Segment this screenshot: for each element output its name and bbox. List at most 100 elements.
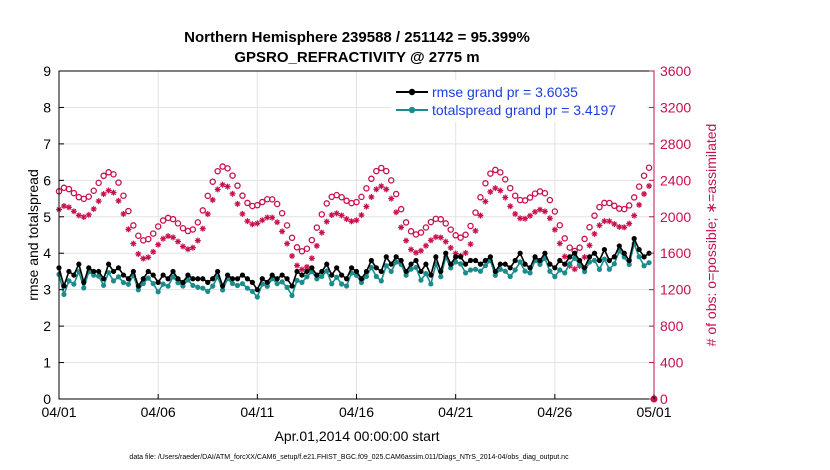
obs-possible-marker	[70, 189, 78, 197]
obs-assimilated-marker	[170, 234, 177, 241]
obs-assimilated-marker	[160, 235, 167, 242]
obs-assimilated-marker	[348, 218, 355, 225]
obs-assimilated-marker	[522, 215, 529, 222]
obs-assimilated-marker	[536, 206, 543, 213]
obs-possible-marker	[457, 234, 464, 241]
totalspread-point	[254, 294, 260, 300]
obs-possible-marker	[149, 230, 157, 237]
obs-assimilated-marker	[249, 221, 256, 228]
totalspread-point	[299, 279, 305, 285]
rmse-point	[215, 268, 221, 275]
rmse-point	[507, 265, 513, 271]
rmse-point	[492, 268, 498, 275]
obs-possible-marker	[204, 192, 211, 200]
rmse-point	[537, 257, 543, 264]
left-tick-label: 5	[43, 209, 51, 225]
obs-possible-marker	[402, 219, 410, 226]
obs-assimilated-marker	[363, 203, 370, 210]
obs-assimilated-marker	[571, 266, 578, 273]
obs-assimilated-marker	[527, 212, 534, 219]
obs-assimilated-marker	[279, 228, 286, 235]
rmse-point	[393, 254, 399, 260]
obs-possible-marker	[283, 222, 291, 229]
obs-possible-marker	[85, 193, 93, 200]
obs-possible-marker	[472, 209, 479, 216]
totalspread-point	[234, 282, 241, 289]
totalspread-point	[105, 270, 112, 276]
obs-assimilated-marker	[110, 189, 117, 196]
obs-assimilated-marker	[234, 200, 241, 207]
obs-assimilated-marker	[561, 253, 568, 260]
obs-possible-marker	[606, 199, 613, 207]
rmse-point	[433, 254, 439, 260]
totalspread-point	[626, 261, 632, 267]
totalspread-point	[423, 271, 429, 277]
obs-possible-marker	[422, 224, 430, 231]
legend-spread-label: totalspread grand pr = 3.4197	[432, 102, 616, 118]
totalspread-point	[368, 264, 374, 271]
totalspread-point	[418, 277, 424, 283]
totalspread-point	[537, 261, 543, 267]
totalspread-point	[438, 274, 444, 280]
left-tick-label: 0	[43, 391, 51, 407]
obs-possible-marker	[244, 199, 251, 207]
rmse-point	[274, 276, 280, 282]
totalspread-point	[596, 266, 603, 272]
rmse-point	[115, 265, 122, 271]
obs-possible-marker	[259, 198, 266, 206]
obs-assimilated-marker	[204, 211, 211, 218]
obs-assimilated-marker	[219, 181, 226, 188]
obs-assimilated-marker	[636, 201, 643, 208]
right-y-ticks: 0 400 800 1200 1600 2000 2400 2800 3200 3600	[649, 63, 691, 407]
obs-assimilated-marker	[398, 224, 405, 231]
obs-assimilated-marker	[646, 182, 653, 189]
obs-assimilated-marker	[591, 230, 598, 237]
rmse-point	[547, 261, 553, 267]
obs-possible-marker	[199, 207, 207, 214]
rmse-point	[155, 279, 161, 285]
rmse-point	[175, 276, 181, 282]
rmse-point	[105, 261, 112, 267]
totalspread-point	[175, 280, 181, 286]
totalspread-point	[581, 269, 588, 275]
rmse-point	[180, 279, 186, 285]
obs-assimilated-marker	[502, 194, 509, 201]
obs-possible-marker	[254, 201, 261, 209]
rmse-point	[343, 276, 350, 282]
rmse-point	[66, 268, 72, 275]
totalspread-point	[448, 265, 454, 271]
rmse-point	[428, 272, 434, 278]
rmse-point	[462, 261, 469, 267]
x-tick-label: 04/26	[537, 404, 572, 420]
obs-assimilated-marker	[100, 191, 107, 198]
obs-assimilated-marker	[135, 250, 142, 257]
rmse-point	[81, 279, 87, 285]
totalspread-point	[289, 292, 295, 299]
obs-possible-marker	[546, 196, 554, 204]
totalspread-point	[195, 284, 201, 290]
obs-possible-marker	[591, 212, 598, 219]
rmse-point	[557, 257, 563, 264]
obs-possible-marker	[640, 172, 648, 179]
obs-assimilated-marker	[611, 221, 618, 228]
obs-assimilated-marker	[417, 247, 424, 254]
obs-possible-marker	[556, 221, 564, 229]
rmse-point	[591, 250, 598, 256]
rmse-point	[269, 272, 275, 278]
obs-possible-marker	[368, 175, 375, 183]
rmse-point	[309, 265, 315, 271]
obs-possible-marker	[65, 185, 73, 193]
totalspread-point	[229, 280, 236, 287]
obs-assimilated-marker	[403, 237, 410, 244]
left-tick-label: 3	[43, 282, 51, 298]
obs-possible-marker	[189, 226, 197, 233]
chart-title-line2: GPSRO_REFRACTIVITY @ 2775 m	[234, 49, 479, 66]
rmse-point	[120, 272, 127, 278]
obs-possible-marker	[125, 207, 132, 215]
obs-assimilated-marker	[442, 238, 449, 245]
obs-assimilated-marker	[318, 229, 325, 236]
totalspread-point	[294, 277, 300, 283]
obs-possible-marker	[144, 235, 152, 243]
obs-assimilated-marker	[333, 210, 340, 217]
rmse-point	[631, 236, 637, 242]
